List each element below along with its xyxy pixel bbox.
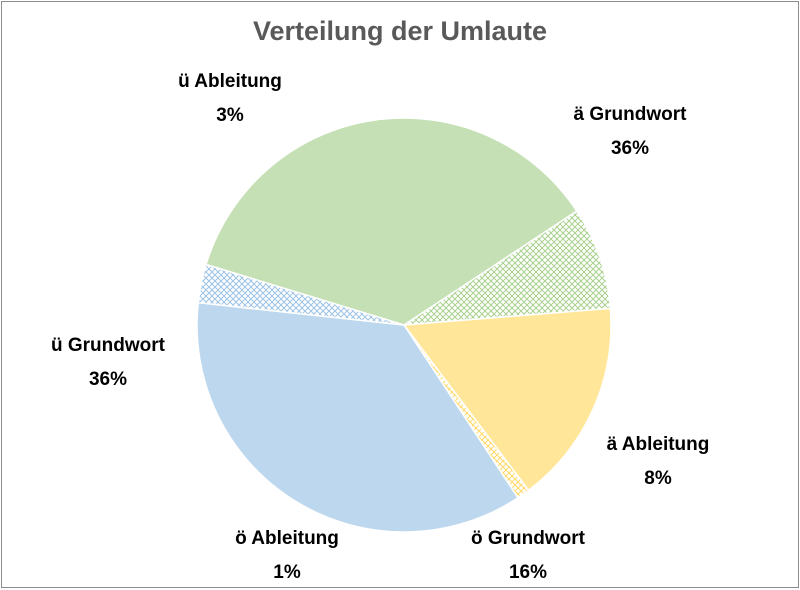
slice-label-category: ü Ableitung <box>178 71 282 92</box>
slice-label-value: 36% <box>610 138 650 159</box>
chart-title: Verteilung der Umlaute <box>252 16 548 46</box>
slice-label-value: 36% <box>88 369 128 390</box>
slice-label-ue-ableitung: ü Ableitung 3% <box>150 65 310 133</box>
slice-label-ue-grundwort: ü Grundwort 36% <box>28 329 188 397</box>
slice-label-category: ö Ableitung <box>235 528 339 549</box>
pie-slice-ue-ableitung <box>197 263 405 326</box>
slice-label-category: ö Grundwort <box>471 528 585 549</box>
slice-label-oe-ableitung: ö Ableitung 1% <box>207 522 367 590</box>
pie-slice-ue-grundwort <box>196 301 519 533</box>
slice-label-ae-grundwort: ä Grundwort 36% <box>550 98 710 166</box>
slice-label-oe-grundwort: ö Grundwort 16% <box>448 522 608 590</box>
slice-label-category: ä Grundwort <box>573 104 687 125</box>
pie-slice-ae-ableitung <box>403 210 612 326</box>
slice-label-value: 3% <box>216 105 244 126</box>
slice-label-ae-ableitung: ä Ableitung 8% <box>578 428 738 496</box>
pie-slice-ae-grundwort <box>205 117 578 326</box>
slice-label-value: 16% <box>508 562 548 583</box>
slice-label-value: 8% <box>644 468 672 489</box>
pie-slice-oe-grundwort <box>402 307 612 492</box>
slice-label-category: ä Ableitung <box>606 434 710 455</box>
slice-label-category: ü Grundwort <box>51 335 165 356</box>
slice-label-value: 1% <box>273 562 301 583</box>
